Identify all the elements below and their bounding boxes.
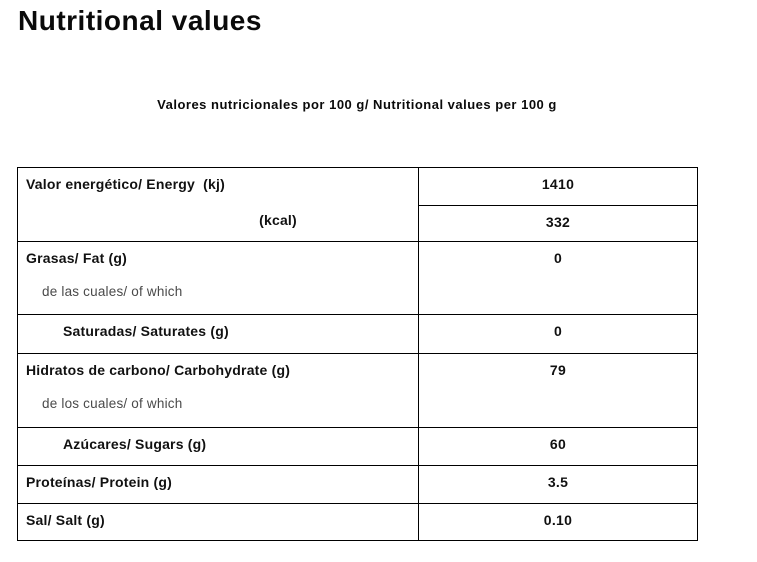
salt-label: Sal/ Salt (g)	[26, 512, 105, 528]
saturates-label-cell: Saturadas/ Saturates (g)	[18, 314, 418, 353]
fat-label-cell: Grasas/ Fat (g) de las cuales/ of which	[18, 241, 418, 314]
sugars-value: 60	[418, 427, 697, 465]
sugars-label-cell: Azúcares/ Sugars (g)	[18, 427, 418, 465]
energy-kj-value: 1410	[418, 168, 697, 205]
energy-label-cell: Valor energético/ Energy (kj) (kcal)	[18, 168, 418, 241]
protein-label-cell: Proteínas/ Protein (g)	[18, 465, 418, 503]
carbohydrate-label: Hidratos de carbono/ Carbohydrate (g)	[26, 362, 291, 378]
fat-label: Grasas/ Fat (g)	[26, 250, 128, 266]
page-title: Nutritional values	[18, 5, 262, 36]
energy-kj-label: Valor energético/ Energy (kj)	[26, 176, 225, 192]
sugars-label: Azúcares/ Sugars (g)	[63, 436, 207, 452]
fat-of-which-label: de las cuales/ of which	[42, 284, 183, 299]
fat-value: 0	[418, 241, 697, 314]
protein-value: 3.5	[418, 465, 697, 503]
carbohydrate-value: 79	[418, 353, 697, 427]
salt-label-cell: Sal/ Salt (g)	[18, 503, 418, 540]
carbohydrate-label-cell: Hidratos de carbono/ Carbohydrate (g) de…	[18, 353, 418, 427]
nutrition-table: Valor energético/ Energy (kj) (kcal) 141…	[17, 167, 698, 541]
page-subtitle: Valores nutricionales por 100 g/ Nutriti…	[157, 97, 557, 112]
carbohydrate-of-which-label: de los cuales/ of which	[42, 396, 183, 411]
protein-label: Proteínas/ Protein (g)	[26, 474, 172, 490]
salt-value: 0.10	[418, 503, 697, 540]
saturates-value: 0	[418, 314, 697, 353]
energy-kcal-value: 332	[418, 205, 697, 241]
energy-kcal-label: (kcal)	[259, 212, 297, 228]
saturates-label: Saturadas/ Saturates (g)	[63, 323, 229, 339]
